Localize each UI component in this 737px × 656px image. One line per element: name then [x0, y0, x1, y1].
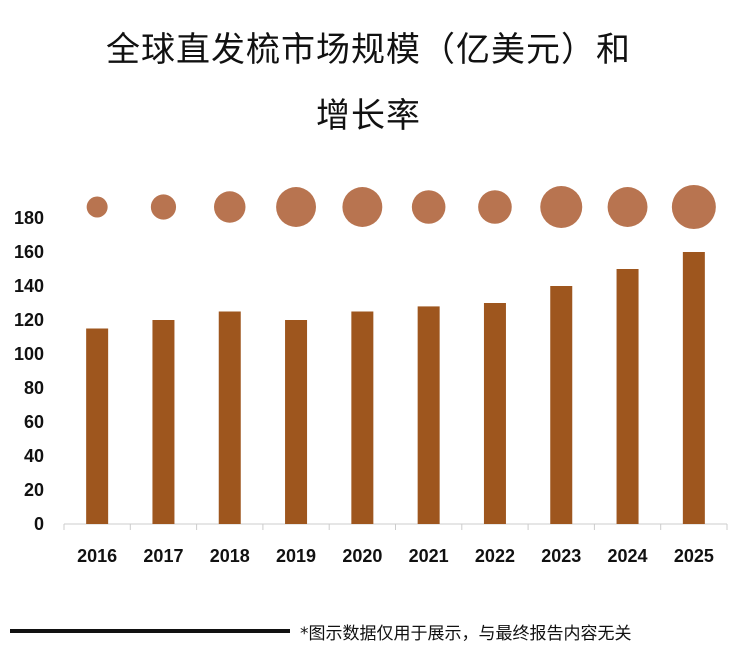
bar-chart: 0 20 40 60 80 100 120 140 160 180 2016 2017 2018 2019…: [14, 185, 728, 566]
bar: [682, 252, 705, 524]
y-tick-label: 40: [24, 446, 44, 466]
growth-bubble: [214, 191, 246, 223]
x-tick-label: 2025: [674, 546, 714, 566]
growth-bubble: [86, 196, 108, 218]
chart-title-line-1: 全球直发梳市场规模（亿美元）和: [106, 30, 631, 70]
growth-bubble: [607, 187, 648, 227]
growth-bubble: [276, 187, 316, 227]
growth-bubble: [342, 187, 383, 227]
growth-bubble: [540, 186, 583, 228]
x-tick-label: 2024: [608, 546, 648, 566]
growth-bubble: [478, 190, 512, 224]
bar: [351, 311, 374, 524]
y-tick-label: 100: [14, 344, 44, 364]
growth-bubble: [671, 185, 716, 229]
x-tick-label: 2023: [541, 546, 581, 566]
x-tick-label: 2020: [342, 546, 382, 566]
bar: [152, 320, 175, 524]
bar: [86, 328, 109, 524]
x-tick-label: 2019: [276, 546, 316, 566]
y-tick-label: 140: [14, 276, 44, 296]
x-tick-label: 2018: [210, 546, 250, 566]
y-tick-label: 20: [24, 480, 44, 500]
x-tick-label: 2021: [409, 546, 449, 566]
y-tick-label: 120: [14, 310, 44, 330]
bar: [218, 311, 241, 524]
footer-rule: [10, 629, 290, 633]
growth-bubble: [150, 194, 177, 220]
y-tick-label: 60: [24, 412, 44, 432]
bar: [616, 269, 639, 524]
x-tick-label: 2017: [143, 546, 183, 566]
x-tick-label: 2022: [475, 546, 515, 566]
chart-title-line-2: 增长率: [316, 96, 421, 136]
y-tick-label: 160: [14, 242, 44, 262]
bar: [417, 306, 440, 524]
growth-bubble: [411, 190, 446, 224]
bar: [483, 303, 506, 524]
footer-note: *图示数据仅用于展示，与最终报告内容无关: [300, 624, 632, 644]
x-tick-label: 2016: [77, 546, 117, 566]
bar: [285, 320, 308, 524]
bar: [550, 286, 573, 524]
y-tick-label: 80: [24, 378, 44, 398]
y-tick-label: 180: [14, 208, 44, 228]
y-tick-label: 0: [34, 514, 44, 534]
